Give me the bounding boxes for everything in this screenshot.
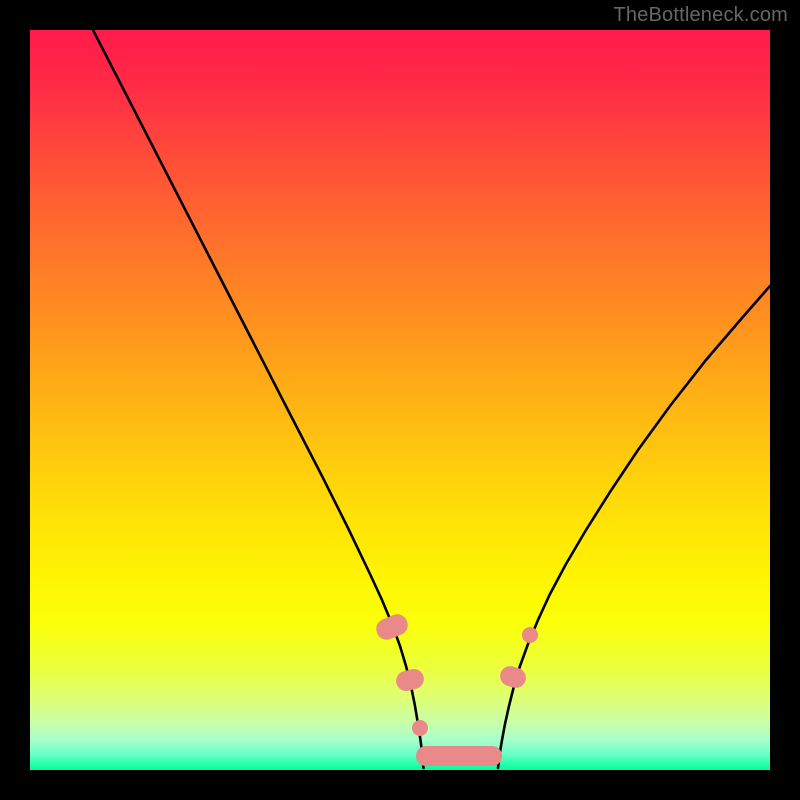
chart-plot-area (30, 30, 770, 770)
watermark-text: TheBottleneck.com (613, 4, 788, 27)
marker-pill (416, 746, 502, 766)
marker-dot (412, 720, 428, 736)
curve-left-branch (93, 30, 424, 768)
marker-pill (394, 667, 426, 693)
bottleneck-curve (30, 30, 770, 770)
marker-pill (373, 611, 411, 642)
marker-pill (498, 664, 529, 690)
marker-dot (522, 627, 538, 643)
curve-right-branch (498, 286, 770, 768)
